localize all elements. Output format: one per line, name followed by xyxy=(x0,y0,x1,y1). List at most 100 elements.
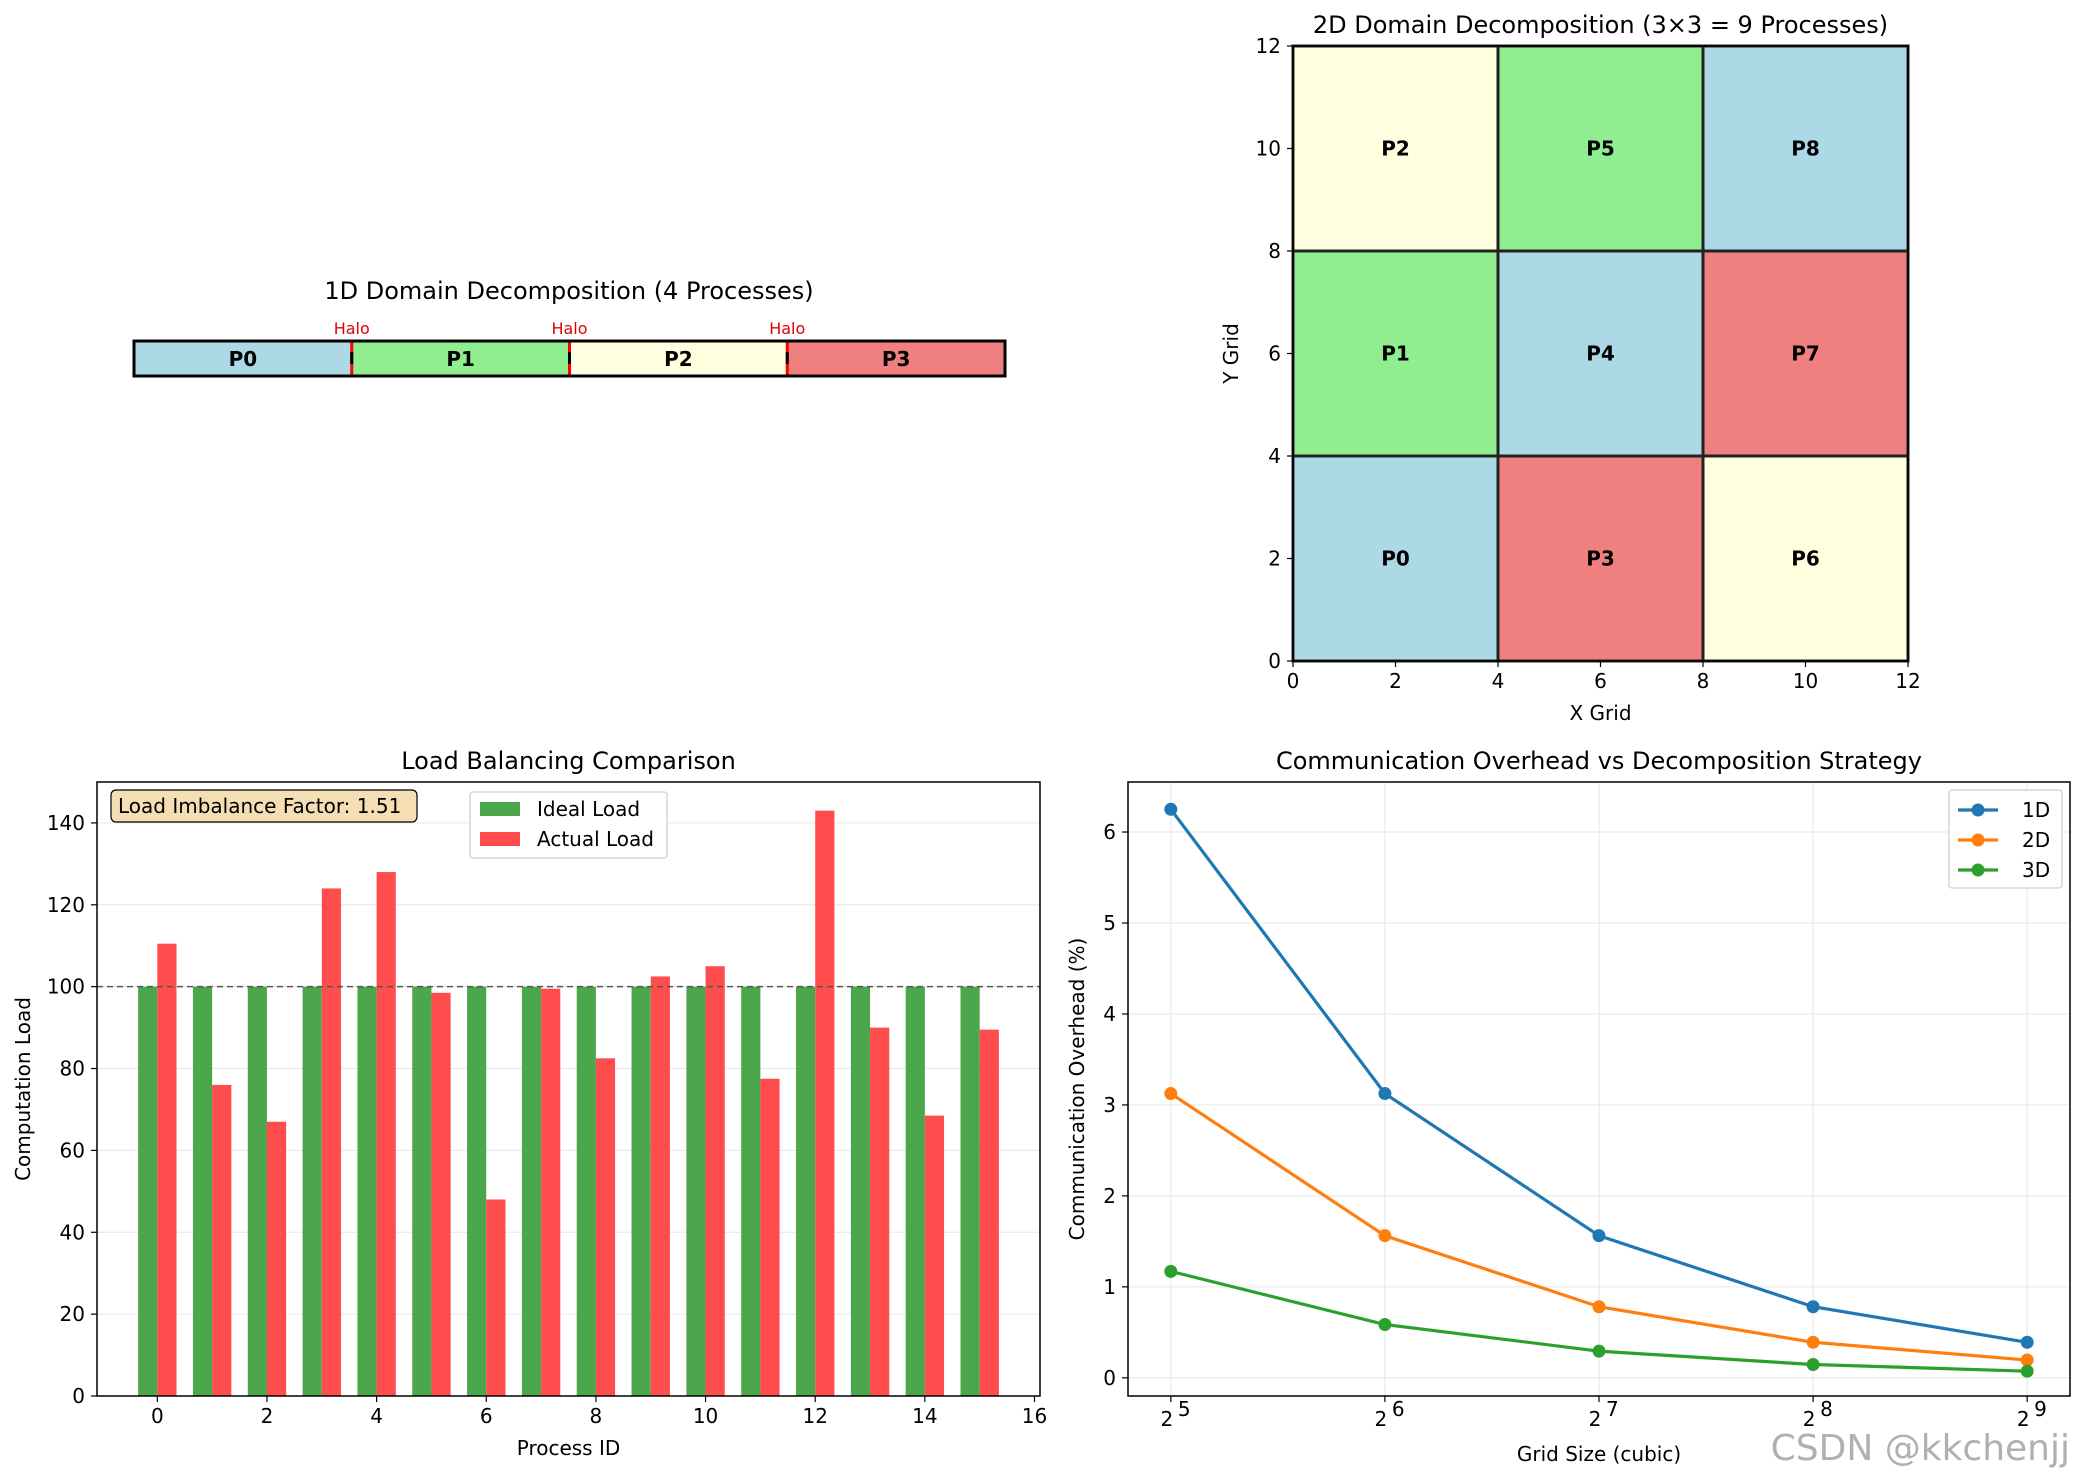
x-tick-exponent: 9 xyxy=(2034,1397,2047,1421)
series-point-3d xyxy=(1378,1318,1392,1332)
legend-label: Actual Load xyxy=(537,827,654,851)
watermark-text: CSDN @kkchenjj xyxy=(1771,1428,2070,1469)
cell-p4 xyxy=(1496,249,1705,458)
ideal-bar xyxy=(631,986,651,1396)
x-tick-exponent: 8 xyxy=(1820,1397,1833,1421)
legend-swatch xyxy=(480,832,520,846)
x-tick-label: 6 xyxy=(1594,669,1607,693)
y-tick-label: 12 xyxy=(1256,34,1281,58)
x-tick-label: 4 xyxy=(1492,669,1505,693)
series-point-3d xyxy=(2020,1364,2034,1378)
ideal-bar xyxy=(247,986,267,1396)
ideal-bar xyxy=(905,986,925,1396)
y-tick-label: 4 xyxy=(1268,444,1281,468)
x-tick-label: 12 xyxy=(1895,669,1920,693)
series-point-3d xyxy=(1164,1264,1178,1278)
segment-label-p2: P2 xyxy=(664,347,693,371)
legend-swatch xyxy=(480,802,520,816)
segment-label-p0: P0 xyxy=(229,347,258,371)
y-tick-label: 6 xyxy=(1268,342,1281,366)
cell-p5 xyxy=(1496,44,1705,253)
ideal-bar xyxy=(302,986,322,1396)
chart-1d-title: 1D Domain Decomposition (4 Processes) xyxy=(324,277,813,305)
cell-label-p6: P6 xyxy=(1791,547,1820,571)
cell-label-p1: P1 xyxy=(1381,342,1410,366)
x-tick-label: 2 xyxy=(1375,1407,1388,1431)
actual-bar xyxy=(924,1115,945,1396)
y-tick-label: 4 xyxy=(1103,1002,1116,1026)
actual-bar xyxy=(431,992,451,1396)
legend-marker xyxy=(1971,833,1985,847)
ideal-bar xyxy=(467,986,487,1396)
y-axis-label: Computation Load xyxy=(11,997,35,1181)
legend-label: 3D xyxy=(2022,858,2050,882)
series-point-3d xyxy=(1806,1358,1820,1372)
ideal-bar xyxy=(357,986,377,1396)
x-tick-label: 16 xyxy=(1022,1404,1047,1428)
cell-label-p8: P8 xyxy=(1791,137,1820,161)
y-tick-label: 80 xyxy=(60,1057,85,1081)
segment-p3 xyxy=(787,341,1005,376)
legend-label: Ideal Load xyxy=(537,797,640,821)
series-point-1d xyxy=(1806,1300,1820,1314)
x-tick-exponent: 5 xyxy=(1178,1397,1191,1421)
x-tick-label: 4 xyxy=(370,1404,383,1428)
series-point-1d xyxy=(2020,1335,2034,1349)
y-axis-label: Y Grid xyxy=(1219,323,1243,385)
ideal-bar xyxy=(412,986,432,1396)
ideal-bar xyxy=(686,986,706,1396)
y-tick-label: 40 xyxy=(60,1220,85,1244)
series-point-1d xyxy=(1164,802,1178,816)
annotation-text: Load Imbalance Factor: 1.51 xyxy=(118,794,401,818)
cell-label-p7: P7 xyxy=(1791,342,1820,366)
ideal-bar xyxy=(960,986,980,1396)
cell-p7 xyxy=(1701,249,1910,458)
x-axis-label: Process ID xyxy=(517,1436,621,1460)
ideal-bar xyxy=(741,986,761,1396)
y-tick-label: 0 xyxy=(1268,649,1281,673)
actual-bar xyxy=(486,1199,506,1396)
actual-bar xyxy=(266,1121,287,1396)
actual-bar xyxy=(760,1078,780,1396)
y-axis-label: Communication Overhead (%) xyxy=(1065,938,1089,1241)
ideal-bar xyxy=(521,986,542,1396)
x-tick-label: 8 xyxy=(590,1404,603,1428)
x-tick-exponent: 7 xyxy=(1606,1397,1619,1421)
x-tick-label: 2 xyxy=(1389,669,1402,693)
x-axis-label: Grid Size (cubic) xyxy=(1517,1442,1681,1466)
cell-label-p2: P2 xyxy=(1381,137,1410,161)
series-point-2d xyxy=(1592,1300,1606,1314)
ideal-bar xyxy=(850,986,871,1396)
y-tick-label: 1 xyxy=(1103,1275,1116,1299)
legend-label: 1D xyxy=(2022,798,2050,822)
x-tick-label: 12 xyxy=(802,1404,827,1428)
y-tick-label: 100 xyxy=(47,975,85,999)
annotation-box xyxy=(110,789,418,823)
ideal-bar xyxy=(796,986,816,1396)
x-tick-label: 6 xyxy=(480,1404,493,1428)
segment-label-p3: P3 xyxy=(882,347,911,371)
halo-label: Halo xyxy=(334,319,370,338)
x-tick-exponent: 6 xyxy=(1392,1397,1405,1421)
segment-label-p1: P1 xyxy=(446,347,475,371)
y-tick-label: 0 xyxy=(1103,1366,1116,1390)
actual-bar xyxy=(650,976,670,1396)
y-tick-label: 6 xyxy=(1103,820,1116,844)
axes-frame xyxy=(96,781,1041,1397)
x-tick-label: 0 xyxy=(151,1404,164,1428)
y-tick-label: 20 xyxy=(60,1302,85,1326)
y-tick-label: 0 xyxy=(72,1384,85,1408)
actual-bar xyxy=(212,1084,232,1396)
series-point-2d xyxy=(1378,1229,1392,1243)
y-tick-label: 2 xyxy=(1268,547,1281,571)
x-tick-label: 2 xyxy=(1803,1407,1816,1431)
actual-bar xyxy=(376,872,396,1396)
series-point-1d xyxy=(1378,1087,1392,1101)
chart-comm-title: Communication Overhead vs Decomposition … xyxy=(1276,747,1922,775)
y-tick-label: 140 xyxy=(47,811,85,835)
domain-frame xyxy=(132,339,1007,378)
y-tick-label: 60 xyxy=(60,1138,85,1162)
x-tick-label: 10 xyxy=(1793,669,1818,693)
x-axis-label: X Grid xyxy=(1569,701,1631,725)
